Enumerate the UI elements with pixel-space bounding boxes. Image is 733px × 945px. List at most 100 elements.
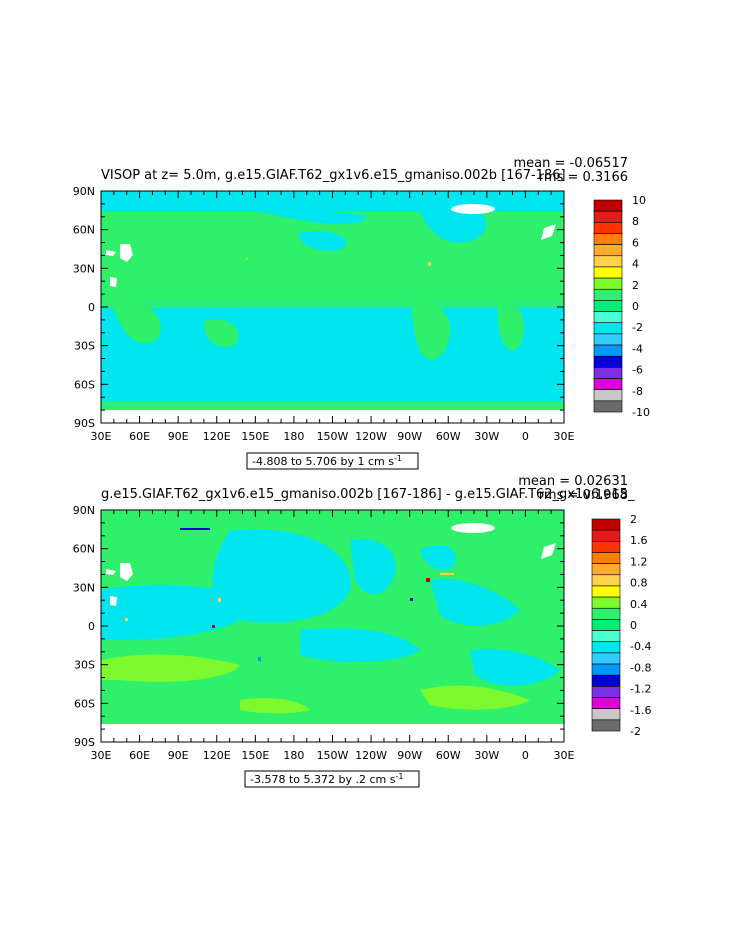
x-tick-label: 90E <box>168 749 189 762</box>
colorbar-swatch <box>593 389 623 402</box>
colorbar-swatch <box>593 333 623 346</box>
colorbar-swatch <box>593 210 623 223</box>
x-tick-label: 60E <box>129 749 150 762</box>
colorbar-swatch <box>591 674 621 687</box>
panel-1-range-text: -4.808 to 5.706 by 1 cm s-1 <box>252 454 402 468</box>
colorbar-swatch <box>593 367 623 379</box>
colorbar-label: -0.4 <box>630 640 651 653</box>
colorbar-swatch <box>593 311 623 324</box>
colorbar-swatch <box>591 529 621 542</box>
panel-2-y-axis: 90N 60N 30N 0 30S 60S 90S <box>73 504 564 749</box>
y-tick-label: 30S <box>74 340 95 353</box>
panel-1-range-label: -4.808 to 5.706 by 1 cm s <box>252 455 394 468</box>
x-tick-label: 30W <box>474 749 499 762</box>
x-tick-label: 30E <box>554 749 575 762</box>
colorbar-swatch <box>591 641 621 654</box>
x-tick-label: 120E <box>203 749 231 762</box>
panel-2-mean: mean = 0.02631 <box>518 474 628 489</box>
colorbar-label: -4 <box>632 342 643 355</box>
y-tick-label: 30N <box>73 262 95 275</box>
x-tick-label: 30W <box>474 430 499 443</box>
colorbar-swatch <box>593 233 623 245</box>
colorbar-swatch <box>591 686 621 698</box>
y-tick-label: 60N <box>73 224 95 237</box>
x-tick-label: 120W <box>355 430 387 443</box>
y-tick-label: 90S <box>74 417 95 430</box>
colorbar-label: 4 <box>632 258 639 271</box>
x-tick-label: 90W <box>397 430 422 443</box>
colorbar-swatch <box>591 518 621 531</box>
panel-1-y-axis: 90N 60N 30N 0 30S 60S 90S <box>73 185 564 430</box>
panel-2-range-box <box>244 770 420 788</box>
colorbar-label: -0.8 <box>630 661 651 674</box>
colorbar-swatch <box>591 697 621 709</box>
x-tick-label: 150W <box>317 430 349 443</box>
colorbar-swatch <box>593 400 623 413</box>
x-tick-label: 30E <box>554 430 575 443</box>
y-tick-label: 0 <box>88 620 95 633</box>
colorbar-swatch <box>591 596 621 609</box>
colorbar-swatch <box>593 199 623 212</box>
panel-2-x-axis: 30E 60E 90E 120E 150E 180 150W 120W 90W 60W 30W 0 30… <box>91 510 575 762</box>
colorbar-label: 2 <box>630 513 637 526</box>
colorbar-swatch <box>591 607 621 620</box>
panel-2-range-exp: -1 <box>395 772 403 781</box>
colorbar-swatch <box>593 222 623 234</box>
colorbar-label: -2 <box>632 321 643 334</box>
panel-1-title: VISOP at z= 5.0m, g.e15.GIAF.T62_gx1v6.e… <box>101 168 566 183</box>
colorbar-label: -6 <box>632 364 643 377</box>
colorbar-swatch <box>591 563 621 576</box>
y-tick-label: 0 <box>88 301 95 314</box>
x-tick-label: 150E <box>241 430 269 443</box>
x-tick-label: 120E <box>203 430 231 443</box>
x-tick-label: 120W <box>355 749 387 762</box>
colorbar-label: 0.4 <box>630 598 648 611</box>
y-tick-label: 60S <box>74 697 95 710</box>
panel-2-field <box>101 510 564 742</box>
colorbar-swatch <box>591 708 621 721</box>
colorbar-swatch <box>593 266 623 279</box>
colorbar-label: 8 <box>632 215 639 228</box>
panel-2-title: g.e15.GIAF.T62_gx1v6.e15_gmaniso.002b [1… <box>101 487 635 502</box>
y-tick-label: 90N <box>73 185 95 198</box>
colorbar-swatch <box>591 585 621 598</box>
colorbar-label: -1.2 <box>630 683 651 696</box>
panel-1-mean: mean = -0.06517 <box>514 156 628 171</box>
y-tick-label: 30S <box>74 659 95 672</box>
colorbar-label: -2 <box>630 725 641 738</box>
colorbar-swatch <box>593 300 623 312</box>
colorbar-swatch <box>593 378 623 390</box>
panel-1-colorbar: 10 8 6 4 2 0 -2 -4 -6 -8 -10 <box>593 194 650 419</box>
colorbar-swatch <box>593 322 623 335</box>
colorbar-swatch <box>593 288 623 301</box>
x-tick-label: 30E <box>91 749 112 762</box>
panel-2: g.e15.GIAF.T62_gx1v6.e15_gmaniso.002b [1… <box>73 474 651 788</box>
panel-1-rms: rms = 0.3166 <box>539 170 628 185</box>
colorbar-label: -8 <box>632 385 643 398</box>
panel-2-colorbar: 2 1.6 1.2 0.8 0.4 0 -0.4 -0.8 -1.2 -1.6 -2 <box>591 513 651 738</box>
panel-2-range-text: -3.578 to 5.372 by .2 cm s-1 <box>250 772 403 786</box>
colorbar-swatch <box>591 619 621 631</box>
colorbar-swatch <box>591 574 621 587</box>
panel-1-range-box <box>246 452 419 470</box>
x-tick-label: 180 <box>283 749 304 762</box>
colorbar-label: 1.6 <box>630 534 648 547</box>
x-tick-label: 0 <box>522 749 529 762</box>
x-tick-label: 150W <box>317 749 349 762</box>
x-tick-label: 0 <box>522 430 529 443</box>
colorbar-swatch <box>591 663 621 676</box>
colorbar-label: 2 <box>632 279 639 292</box>
colorbar-swatch <box>591 719 621 732</box>
x-tick-label: 90W <box>397 749 422 762</box>
x-tick-label: 90E <box>168 430 189 443</box>
colorbar-swatch <box>591 652 621 665</box>
colorbar-label: 0 <box>630 619 637 632</box>
colorbar-swatch <box>593 244 623 257</box>
y-tick-label: 90S <box>74 736 95 749</box>
colorbar-label: 0.8 <box>630 577 648 590</box>
colorbar-swatch <box>593 344 623 357</box>
x-tick-label: 30E <box>91 430 112 443</box>
y-tick-label: 90N <box>73 504 95 517</box>
x-tick-label: 180 <box>283 430 304 443</box>
panel-1: VISOP at z= 5.0m, g.e15.GIAF.T62_gx1v6.e… <box>73 156 650 470</box>
